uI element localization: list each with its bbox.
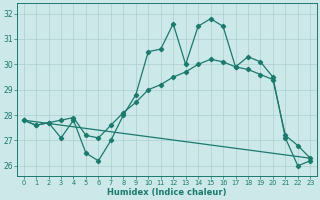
X-axis label: Humidex (Indice chaleur): Humidex (Indice chaleur) <box>107 188 227 197</box>
